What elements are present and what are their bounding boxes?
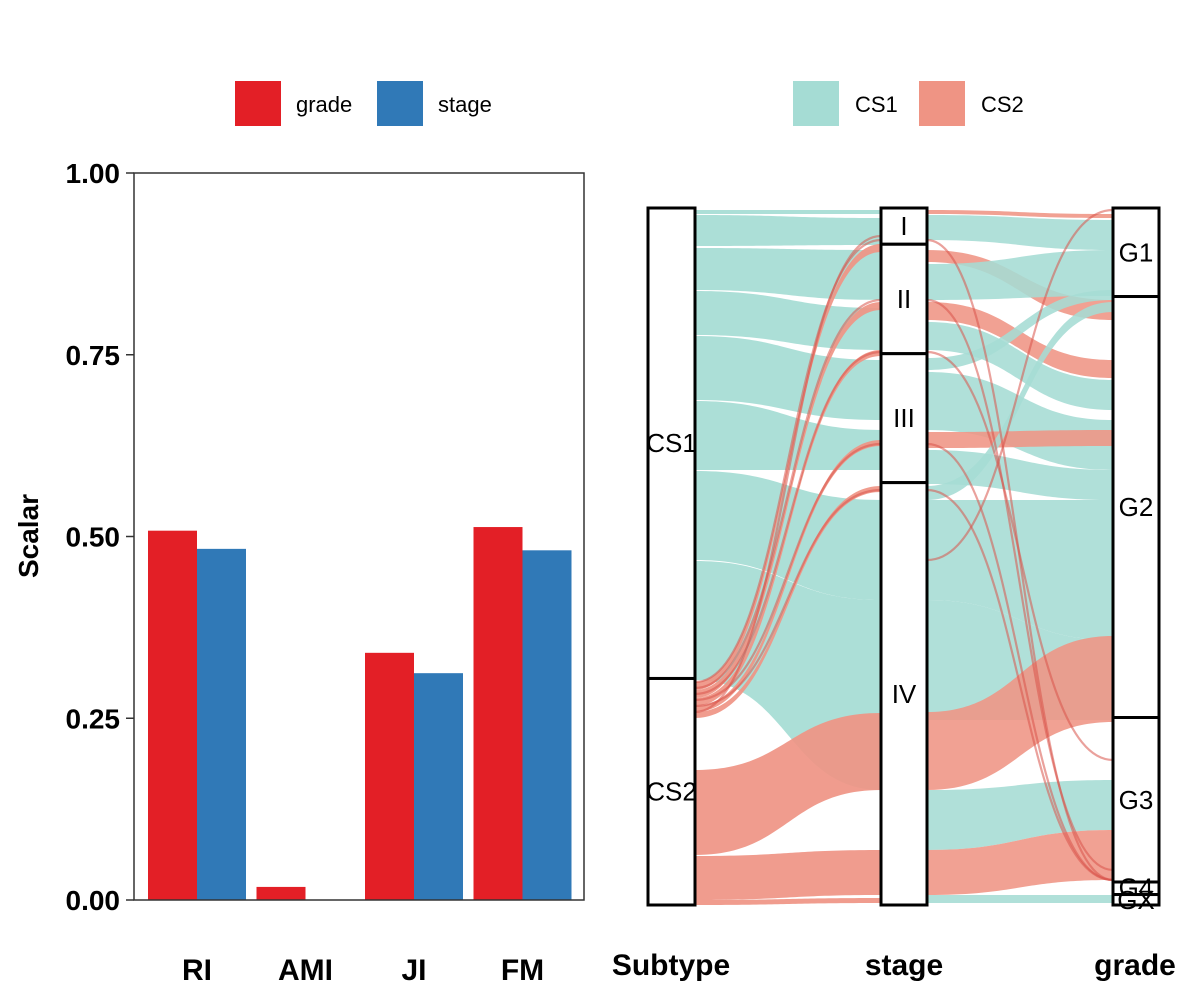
y-tick-label: 0.75 bbox=[66, 340, 121, 371]
bar-grade-fm bbox=[473, 527, 523, 900]
flow-stage-grade bbox=[927, 636, 1113, 790]
flow-thread bbox=[926, 442, 1114, 882]
stratum-grade-g1 bbox=[1111, 206, 1161, 299]
bar-grade-ami bbox=[256, 886, 306, 900]
flow-stage-grade bbox=[927, 302, 1113, 500]
flow-stage-grade bbox=[927, 500, 1113, 640]
legend-label-cs2: CS2 bbox=[981, 92, 1024, 117]
flow-thread bbox=[926, 488, 1114, 882]
x-tick-label: RI bbox=[182, 954, 212, 987]
flow-subtype-stage bbox=[695, 336, 881, 420]
flow-subtype-stage bbox=[695, 850, 881, 900]
flow-stage-grade bbox=[927, 830, 1113, 895]
stratum-label: I bbox=[900, 211, 907, 241]
flow-subtype-stage bbox=[695, 401, 881, 470]
flow-stage-grade bbox=[927, 322, 1113, 410]
y-tick-label: 0.00 bbox=[66, 885, 121, 916]
flow-subtype-stage bbox=[695, 302, 881, 698]
flow-stage-grade bbox=[927, 290, 1113, 370]
flow-thread bbox=[694, 298, 882, 690]
flow-stage-grade bbox=[927, 215, 1113, 250]
stratum-stage-ii bbox=[879, 242, 929, 356]
stratum-label: CS2 bbox=[646, 777, 697, 807]
legend-label-grade: grade bbox=[296, 92, 352, 117]
flow-stage-grade bbox=[927, 450, 1113, 500]
legend-swatch-cs1 bbox=[793, 81, 839, 126]
flow-subtype-stage bbox=[695, 291, 881, 350]
legend-swatch-grade bbox=[235, 81, 281, 126]
x-axis-label-subtype: Subtype bbox=[612, 949, 730, 982]
flow-stage-grade bbox=[927, 430, 1113, 448]
stratum-stage-iv bbox=[879, 481, 929, 907]
bar-chart-panel: RI AMI JI FM 0.00 0.25 0.50 0.75 1.00 Scalar grade… bbox=[13, 81, 585, 987]
y-tick-label: 1.00 bbox=[66, 158, 121, 189]
flow-thread bbox=[694, 234, 882, 714]
stratum-label: GX bbox=[1117, 885, 1155, 915]
flow-subtype-stage bbox=[695, 244, 881, 690]
stratum-label: III bbox=[893, 403, 915, 433]
bar-grade-ji bbox=[365, 652, 414, 900]
stratum-grade-g3 bbox=[1111, 716, 1161, 884]
flow-stage-grade bbox=[927, 895, 1113, 903]
legend-label-stage: stage bbox=[438, 92, 492, 117]
flow-stage-grade bbox=[927, 302, 1113, 378]
flow-thread bbox=[694, 350, 882, 696]
y-tick-label: 0.25 bbox=[66, 703, 121, 734]
stratum-grade-gx bbox=[1111, 893, 1161, 907]
flow-thread bbox=[694, 238, 882, 684]
stratum-label: II bbox=[897, 284, 911, 314]
flow-subtype-stage bbox=[695, 210, 881, 214]
flow-subtype-stage bbox=[695, 350, 881, 706]
flows bbox=[694, 208, 1114, 905]
stratum-label: G2 bbox=[1119, 492, 1154, 522]
legend-swatch-cs2 bbox=[919, 81, 965, 126]
flow-subtype-stage bbox=[695, 471, 881, 600]
flow-subtype-stage bbox=[695, 486, 881, 718]
bar-grade-ri bbox=[148, 530, 197, 900]
stratum-stage-i bbox=[879, 206, 929, 246]
legend-swatch-stage bbox=[377, 81, 423, 126]
flow-thread bbox=[926, 298, 1114, 872]
flow-thread bbox=[926, 208, 1114, 562]
stratum-subtype-cs2 bbox=[646, 676, 697, 907]
y-axis-label: Scalar bbox=[13, 494, 44, 578]
bar-stage-ji bbox=[414, 673, 463, 900]
x-tick-label: JI bbox=[401, 954, 426, 987]
stratum-stage-iii bbox=[879, 352, 929, 485]
bar-stage-ri bbox=[197, 548, 246, 900]
bar-stage-fm bbox=[522, 550, 572, 900]
flow-subtype-stage bbox=[695, 898, 881, 905]
flow-thread bbox=[694, 488, 882, 708]
stratum-label: G1 bbox=[1119, 237, 1154, 267]
stratum-subtype-cs1 bbox=[646, 206, 697, 680]
flow-subtype-stage bbox=[695, 215, 881, 246]
legend-label-cs1: CS1 bbox=[855, 92, 898, 117]
stratum-label: IV bbox=[892, 679, 917, 709]
x-axis-label-stage: stage bbox=[865, 949, 943, 982]
x-tick-label: FM bbox=[501, 954, 544, 987]
stratum-label: G3 bbox=[1119, 785, 1154, 815]
flow-subtype-stage bbox=[695, 713, 881, 855]
x-tick-label: AMI bbox=[278, 954, 333, 987]
flow-stage-grade bbox=[927, 780, 1113, 850]
flow-stage-grade bbox=[927, 210, 1113, 218]
flow-thread bbox=[926, 350, 1114, 762]
flow-stage-grade bbox=[927, 250, 1113, 300]
x-axis-label-grade: grade bbox=[1094, 949, 1176, 982]
y-tick-label: 0.50 bbox=[66, 522, 121, 553]
stratum-label: CS1 bbox=[646, 428, 697, 458]
flow-subtype-stage bbox=[695, 440, 881, 712]
